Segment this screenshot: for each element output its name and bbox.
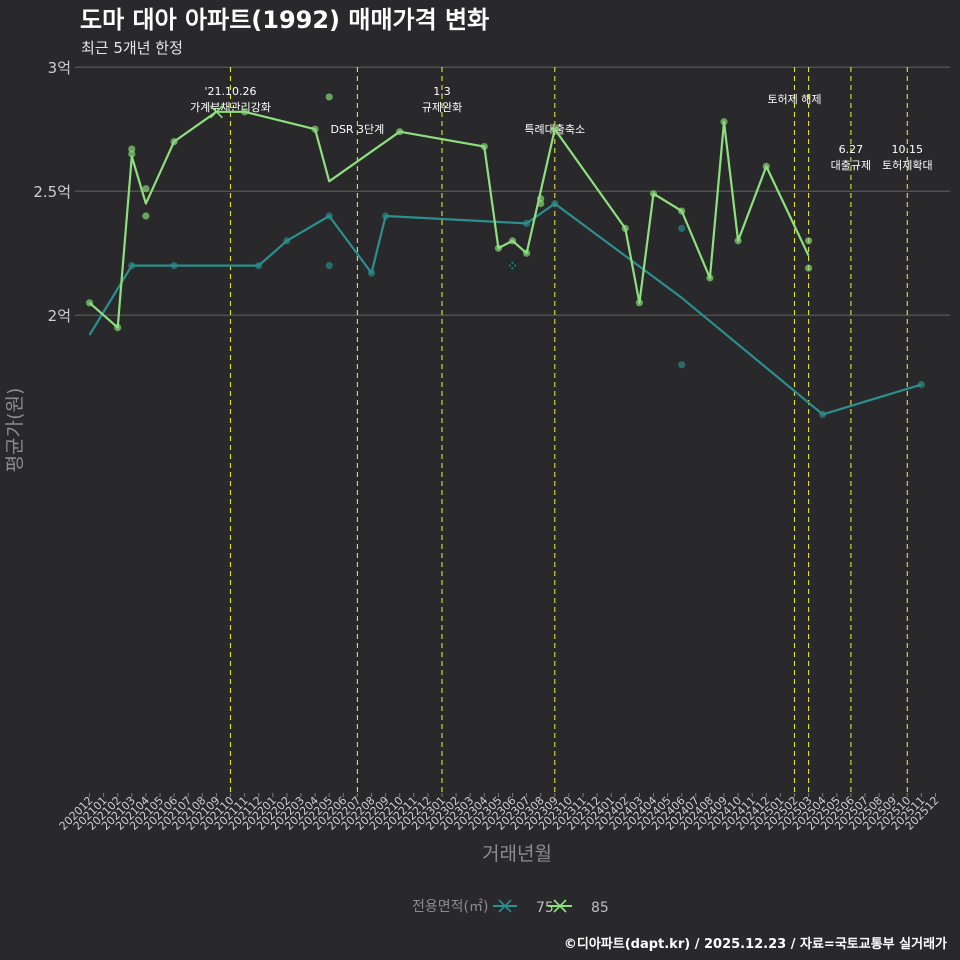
- series-85-point: [311, 125, 319, 133]
- caption: ©디아파트(dapt.kr) / 2025.12.23 / 자료=국토교통부 실…: [564, 936, 947, 952]
- series-85-point: [734, 237, 742, 245]
- y-tick-label: 3억: [48, 59, 71, 77]
- chart-subtitle: 최근 5개년 한정: [81, 39, 183, 57]
- series-85-point: [635, 299, 644, 307]
- legend: 전용면적(㎡) 75 85: [412, 899, 609, 916]
- series-75-point: [917, 381, 926, 389]
- series-85-point: [396, 128, 404, 136]
- series-85-point: [805, 264, 813, 272]
- grid-lines: [75, 66, 950, 316]
- event-label: DSR 3단계: [330, 123, 384, 136]
- legend-title: 전용면적(㎡): [412, 899, 488, 915]
- series-85-point: [494, 244, 502, 252]
- series-85-point: [114, 324, 122, 332]
- legend-label: 85: [591, 900, 609, 916]
- event-label: '21.10.26: [204, 85, 256, 98]
- event-label: 6.27: [839, 143, 864, 156]
- series-75-point: [325, 262, 333, 270]
- series-85-point: [537, 195, 545, 203]
- series-85-point: [523, 249, 531, 257]
- series-85-point: [128, 145, 136, 153]
- series-layer: [85, 93, 926, 418]
- series-85-point: [128, 150, 136, 158]
- series-85-point: [241, 108, 249, 116]
- series-75-point: [382, 212, 390, 220]
- series-85-point: [85, 299, 94, 307]
- series-75-point: [170, 262, 178, 270]
- event-label: 가계부채관리강화: [190, 101, 271, 114]
- y-tick-label: 2.5억: [33, 183, 71, 201]
- event-label: 10.15: [892, 143, 924, 156]
- series-85-point: [551, 125, 559, 133]
- series-85-point: [720, 118, 728, 126]
- series-75-marker: [505, 259, 520, 273]
- series-75-point: [255, 262, 263, 270]
- event-label: 토허제 해제: [767, 92, 821, 106]
- event-label: 대출규제: [831, 159, 871, 172]
- series-75-point: [819, 410, 827, 418]
- series-85-line: [88, 110, 810, 329]
- legend-label: 75: [536, 900, 554, 916]
- series-85-point: [621, 224, 629, 232]
- series-75-line: [88, 202, 922, 416]
- series-75-point: [325, 212, 333, 220]
- y-axis-title: 평균가(원): [4, 388, 26, 473]
- chart-title: 도마 대아 아파트(1992) 매매가격 변화: [80, 6, 489, 34]
- series-85-marker: [209, 105, 223, 119]
- series-75-point: [551, 200, 559, 208]
- series-75-point: [678, 361, 686, 369]
- series-85-point: [170, 138, 178, 146]
- y-axis-ticks: 2억 2.5억 3억: [33, 59, 71, 325]
- series-85-point: [325, 93, 333, 101]
- series-75-point: [523, 219, 531, 228]
- series-85-point: [805, 237, 813, 245]
- series-75-point: [283, 237, 291, 245]
- y-tick-label: 2억: [48, 307, 71, 325]
- x-axis-title: 거래년월: [482, 843, 552, 865]
- series-85-point: [508, 237, 517, 245]
- marker-stroke: [505, 259, 520, 273]
- series-85-point: [142, 185, 150, 193]
- series-75-point: [367, 269, 376, 277]
- series-85-point: [537, 200, 545, 208]
- x-axis-ticks: 2020122021012021022021032021042021052021…: [57, 793, 942, 833]
- series-85-point: [706, 274, 714, 282]
- series-85-point: [480, 142, 488, 151]
- event-label: 1.3: [433, 85, 451, 98]
- legend-key-cross: [498, 899, 512, 913]
- series-85-point: [678, 207, 686, 215]
- series-85-point: [762, 162, 770, 170]
- event-label: 규제완화: [422, 101, 462, 114]
- event-label: 토허제확대: [882, 159, 933, 172]
- series-75-point: [128, 262, 136, 270]
- series-85-point: [649, 190, 658, 198]
- legend-key-cross: [553, 899, 567, 913]
- series-85-point: [142, 212, 150, 220]
- series-75-point: [678, 224, 686, 232]
- marker-stroke: [209, 105, 223, 119]
